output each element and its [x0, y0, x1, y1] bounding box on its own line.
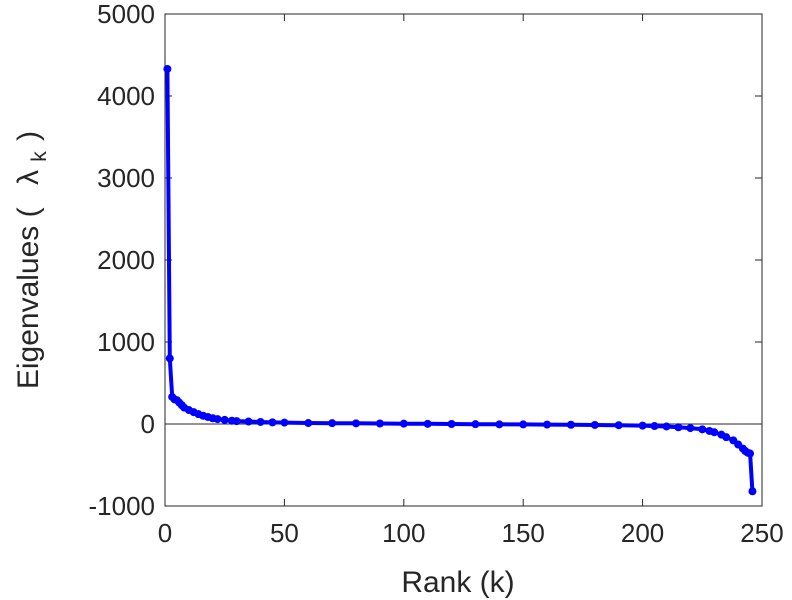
data-point	[650, 422, 659, 431]
series-group	[163, 64, 757, 496]
y-tick-label: 0	[141, 409, 155, 439]
data-point	[423, 419, 432, 428]
data-point	[304, 419, 313, 428]
data-point	[280, 418, 289, 427]
data-point	[220, 415, 229, 424]
data-point	[638, 421, 647, 430]
y-tick-label: -1000	[89, 491, 156, 521]
x-tick-label: 50	[270, 518, 299, 548]
data-point	[268, 418, 277, 427]
data-point	[375, 419, 384, 428]
data-point	[698, 425, 707, 434]
y-tick-label: 2000	[97, 245, 155, 275]
y-axis-label-symbol: λ	[12, 170, 45, 185]
y-axis-label-main: Eigenvalues (	[12, 207, 45, 389]
plot-area: 0 50 100 150 200 250-100001000200030004000500…	[89, 0, 784, 548]
data-point	[566, 420, 575, 429]
data-point	[256, 417, 265, 426]
data-point	[590, 420, 599, 429]
data-point	[746, 449, 755, 458]
data-point	[614, 421, 623, 430]
data-point	[662, 422, 671, 431]
data-point	[519, 420, 528, 429]
data-point	[748, 487, 757, 496]
y-axis-label-subscript: k	[28, 151, 51, 162]
data-point	[328, 419, 337, 428]
x-tick-label: 250	[740, 518, 783, 548]
x-tick-label: 100	[382, 518, 425, 548]
data-point	[722, 433, 731, 442]
data-point	[495, 420, 504, 429]
data-point	[213, 415, 222, 424]
y-tick-label: 1000	[97, 327, 155, 357]
data-point	[165, 354, 174, 363]
plot-frame	[164, 13, 763, 507]
data-point	[710, 428, 719, 437]
data-point	[674, 423, 683, 432]
y-tick-label: 5000	[97, 0, 155, 29]
data-point	[543, 420, 552, 429]
data-point	[352, 419, 361, 428]
data-point	[399, 419, 408, 428]
x-tick-label: 200	[621, 518, 664, 548]
data-point	[163, 64, 172, 73]
x-axis-label: Rank (k)	[401, 566, 514, 599]
data-point	[686, 424, 695, 433]
y-axis-label-text: Eigenvalues ( λ k )	[12, 131, 53, 389]
data-point	[471, 420, 480, 429]
y-axis-label-close: )	[12, 131, 45, 141]
x-tick-label: 0	[158, 518, 172, 548]
data-point	[447, 420, 456, 428]
y-tick-label: 4000	[97, 81, 155, 111]
x-tick-label: 150	[502, 518, 545, 548]
data-point	[244, 417, 253, 426]
y-axis-label: Eigenvalues ( λ k )	[12, 131, 53, 389]
axis-ticks: 0 50 100 150 200 250-100001000200030004000500…	[89, 0, 784, 548]
y-tick-label: 3000	[97, 163, 155, 193]
data-point	[232, 417, 241, 426]
